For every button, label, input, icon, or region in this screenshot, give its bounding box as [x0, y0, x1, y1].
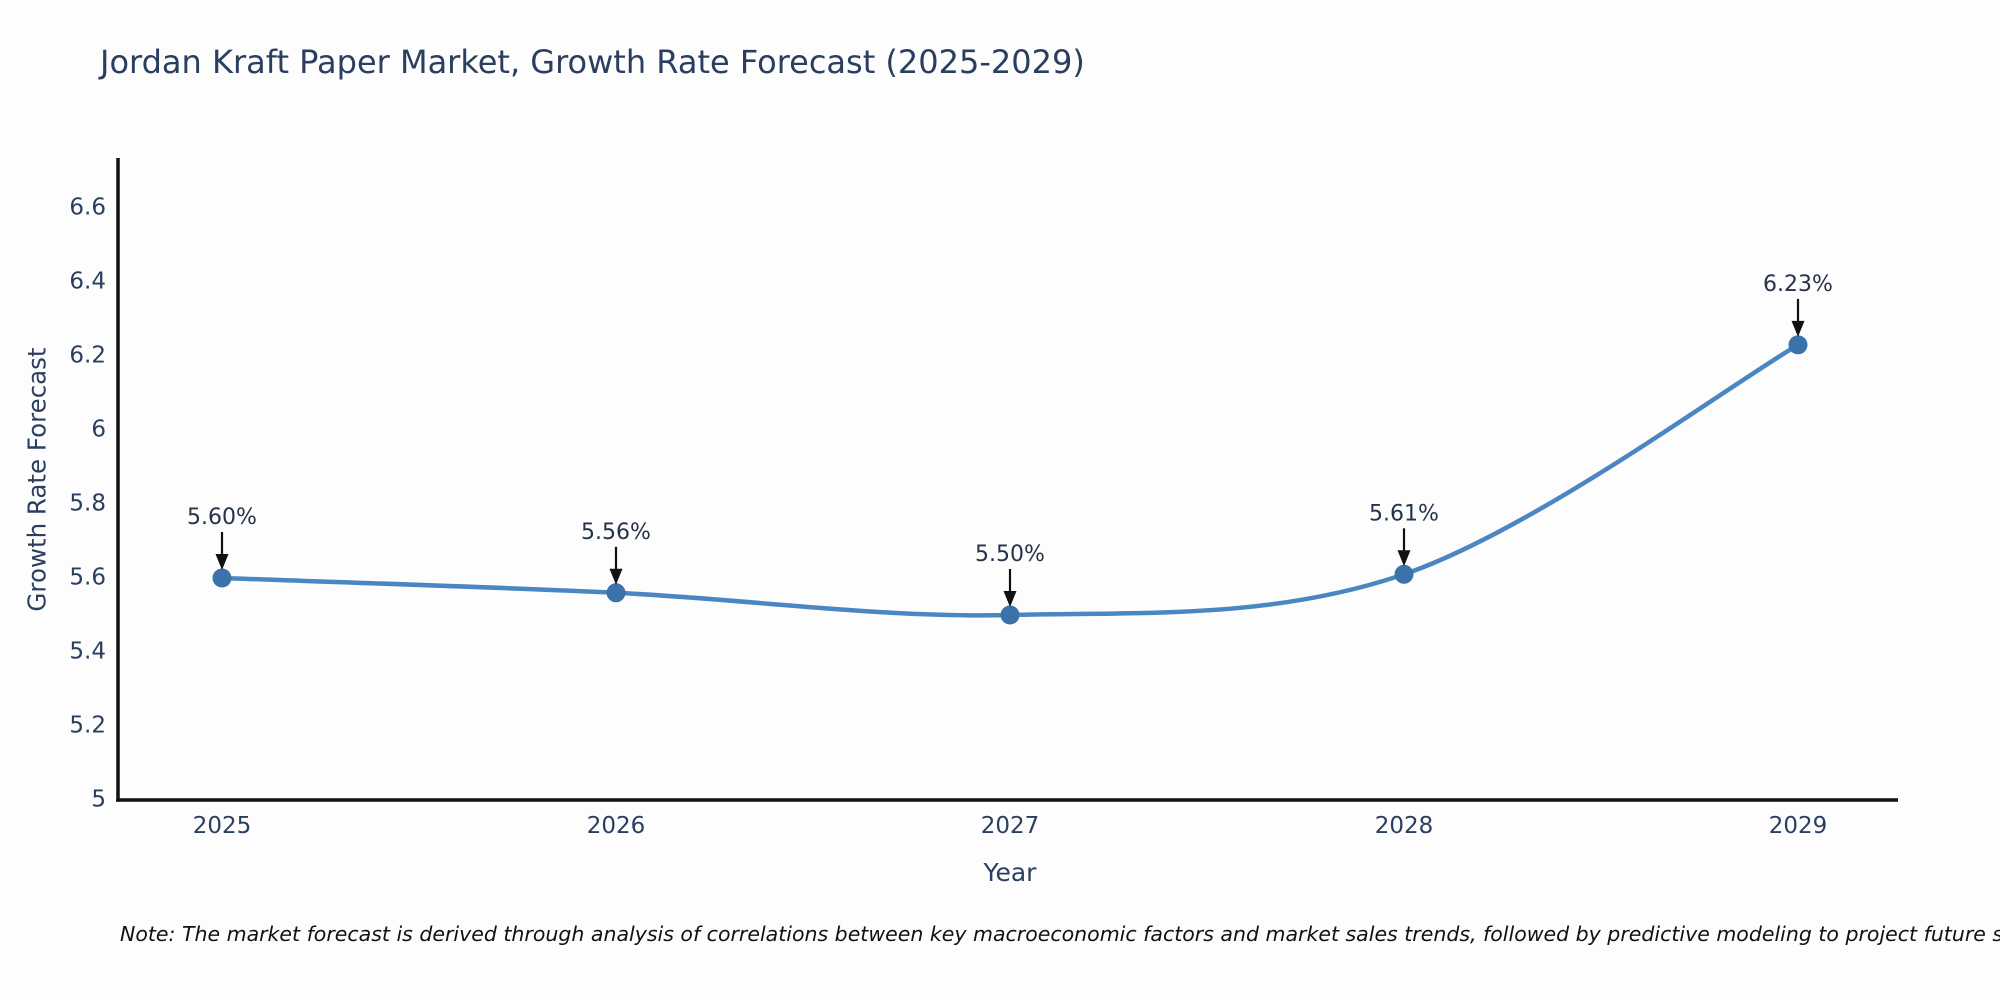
- series-line: [219, 342, 1801, 618]
- footnote: Note: The market forecast is derived thr…: [120, 922, 2000, 946]
- chart-title: Jordan Kraft Paper Market, Growth Rate F…: [100, 43, 1085, 81]
- y-tick-label: 6.6: [69, 195, 106, 221]
- annotation-arrowhead-icon: [1397, 550, 1411, 567]
- y-tick-label: 6: [91, 417, 106, 443]
- annotation-arrowhead-icon: [1003, 591, 1017, 607]
- data-points: [212, 335, 1808, 625]
- y-tick-label: 5.4: [69, 639, 106, 665]
- y-tick-label: 5: [91, 787, 106, 813]
- data-point: [212, 568, 232, 588]
- x-tick-label: 2027: [981, 813, 1040, 839]
- y-tick-label: 6.2: [69, 343, 106, 369]
- annotation-arrowhead-icon: [215, 554, 229, 570]
- data-annotations: 5.60% 5.56% 5.50% 5.61% 6.23%: [187, 272, 1833, 607]
- y-tick-label: 5.6: [69, 565, 106, 591]
- data-point-label: 6.23%: [1763, 272, 1833, 297]
- data-point-label: 5.61%: [1369, 501, 1439, 526]
- annotation-arrowhead-icon: [1791, 320, 1805, 337]
- data-point-label: 5.56%: [581, 520, 651, 545]
- data-point: [606, 583, 626, 603]
- data-point: [1394, 564, 1414, 584]
- x-tick-label: 2026: [587, 813, 646, 839]
- data-point: [1788, 335, 1808, 355]
- y-tick-label: 6.4: [69, 269, 106, 295]
- x-axis-title: Year: [983, 858, 1037, 887]
- annotation-arrowhead-icon: [609, 568, 623, 585]
- x-tick-label: 2029: [1769, 813, 1828, 839]
- x-tick-label: 2025: [193, 813, 252, 839]
- x-tick-labels: 2025 2026 2027 2028 2029: [193, 813, 1828, 839]
- y-axis-title: Growth Rate Forecast: [22, 347, 52, 612]
- data-point-label: 5.60%: [187, 505, 257, 530]
- growth-rate-line: [219, 342, 1801, 618]
- data-point: [1000, 605, 1020, 625]
- y-tick-labels: 5 5.2 5.4 5.6 5.8 6 6.2 6.4 6.6: [69, 195, 106, 813]
- y-tick-label: 5.2: [69, 713, 106, 739]
- y-tick-label: 5.8: [69, 491, 106, 517]
- x-tick-label: 2028: [1375, 813, 1434, 839]
- data-point-label: 5.50%: [975, 542, 1045, 567]
